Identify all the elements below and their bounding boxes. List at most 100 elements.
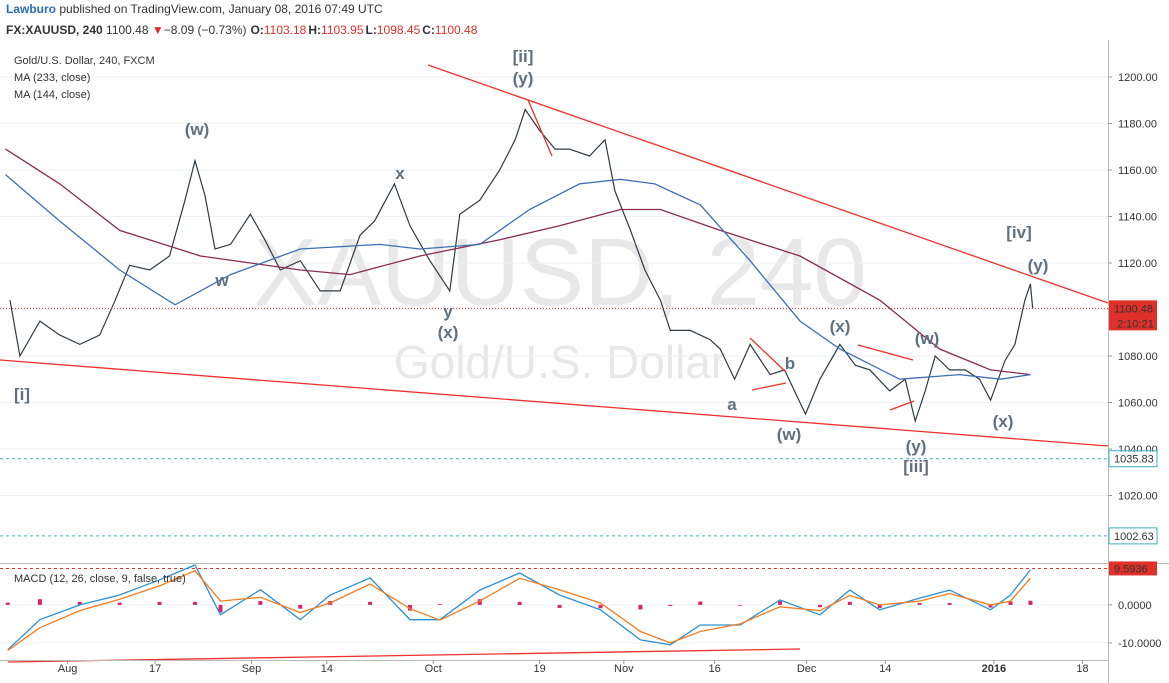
y-tick-label: 1080.00 — [1118, 351, 1158, 363]
x-tick-label: Nov — [614, 663, 634, 675]
wave-label: [iv] — [1006, 223, 1032, 242]
trend-line — [7, 648, 801, 663]
x-tick-label: Sep — [242, 663, 262, 675]
series-line — [5, 174, 1031, 380]
wave-label: (y) — [1028, 256, 1049, 275]
author: Lawburo — [6, 2, 56, 16]
quote-line: FX:XAUUSD, 240 1100.48 ▼−8.09 (−0.73%) O:… — [6, 23, 478, 37]
arrow: ▼ — [152, 23, 164, 37]
histogram-bar — [668, 604, 673, 607]
y-tick-label: 1180.00 — [1118, 118, 1157, 130]
wave-label: (x) — [830, 317, 851, 336]
level-label-box — [1109, 451, 1157, 466]
histogram-bar — [193, 601, 198, 605]
wave-label: (x) — [438, 323, 459, 342]
histogram-bar — [817, 604, 822, 608]
histogram-bar — [298, 604, 303, 609]
x-tick-label: 14 — [321, 663, 333, 675]
wave-label: [i] — [14, 385, 30, 404]
series-line — [9, 108, 1034, 424]
wave-label: w — [214, 271, 229, 290]
histogram-bar — [1008, 601, 1013, 605]
x-tick-label: Oct — [425, 663, 442, 675]
histogram-bar — [738, 604, 743, 606]
last: 1100.48 — [106, 23, 149, 37]
y-tick-label: 1160.00 — [1118, 165, 1157, 177]
histogram-bar — [638, 604, 643, 610]
y-tick-label: 1060.00 — [1118, 397, 1158, 409]
y-tick-label: -10.0000 — [1118, 638, 1161, 650]
level-box — [1108, 527, 1158, 545]
trend-line — [427, 64, 1109, 304]
x-tick-label: Aug — [58, 663, 78, 675]
level-box — [1109, 561, 1157, 576]
wave-label: (y) — [906, 437, 927, 456]
watermark: Gold/U.S. Dollar — [394, 336, 726, 388]
histogram-bar — [1028, 600, 1033, 605]
y-tick-label: 0.0000 — [1118, 600, 1152, 612]
histogram-bar — [258, 601, 263, 605]
trend-line — [527, 99, 553, 157]
x-tick-label: 16 — [709, 663, 721, 675]
trend-line — [751, 382, 787, 391]
change: −8.09 (−0.73%) — [164, 23, 247, 37]
macd-line — [7, 569, 1031, 652]
y-tick-label: 1020.00 — [1118, 491, 1158, 503]
level-label: 1035.83 — [1114, 454, 1154, 466]
trend-lines — [0, 64, 1109, 663]
level-box — [1108, 450, 1158, 468]
histogram-bar — [847, 601, 852, 605]
header-line: Lawburo published on TradingView.com, Ja… — [6, 2, 383, 16]
wave-label: (w) — [777, 425, 802, 444]
histogram-bar — [698, 601, 703, 605]
histogram-bar — [517, 601, 522, 605]
published: published on TradingView.com, January 08… — [59, 2, 383, 16]
histogram-bar — [157, 601, 162, 605]
trend-line — [0, 359, 1109, 447]
wave-label: (w) — [185, 120, 210, 139]
y-tick-label: 1120.00 — [1118, 258, 1157, 270]
countdown: 2:10:21 — [1117, 318, 1154, 330]
macd-title: MACD (12, 26, close, 9, false, true) — [14, 573, 186, 585]
trend-line — [889, 400, 915, 411]
x-tick-label: Dec — [797, 663, 817, 675]
ohlc-value: 1098.45 — [377, 23, 421, 37]
histogram-bar — [947, 603, 952, 605]
level-label: 9.5936 — [1114, 563, 1148, 575]
y-tick-label: 1140.00 — [1118, 211, 1157, 223]
histogram-bar — [778, 601, 783, 605]
legend-ma233: MA (233, close) — [14, 72, 90, 84]
wave-label: x — [395, 164, 405, 183]
wave-label: (x) — [993, 412, 1014, 431]
wave-label: [iii] — [903, 457, 929, 476]
trend-line — [749, 337, 787, 373]
x-tick-label: 17 — [149, 663, 161, 675]
histogram-bar — [917, 603, 922, 605]
ohlc-value: 1100.48 — [435, 23, 478, 37]
histogram-bar — [77, 601, 82, 605]
histogram-bar — [988, 604, 993, 608]
x-tick-label: 18 — [1076, 663, 1088, 675]
histogram-bar — [407, 604, 412, 611]
wave-label: (y) — [513, 69, 534, 88]
legend-ma144: MA (144, close) — [14, 89, 90, 101]
histogram-bar — [877, 604, 882, 608]
ohlc-value: 1103.95 — [321, 23, 364, 37]
level-label: 1002.63 — [1114, 531, 1154, 543]
legend-price: Gold/U.S. Dollar, 240, FXCM — [14, 55, 155, 67]
histogram-bar — [37, 599, 42, 605]
ohlc-label: L: — [366, 23, 377, 37]
ohlc-label: H: — [308, 23, 321, 37]
histogram-bar — [218, 604, 223, 613]
histogram-bar — [557, 604, 562, 608]
wave-label: (w) — [915, 329, 940, 348]
trend-line — [857, 344, 914, 361]
last-price-box — [1109, 300, 1157, 331]
wave-label: y — [443, 302, 453, 321]
wave-label: [ii] — [513, 47, 534, 66]
ohlc-label: O: — [251, 23, 264, 37]
series-line — [5, 148, 1031, 376]
wave-label: b — [785, 354, 795, 373]
